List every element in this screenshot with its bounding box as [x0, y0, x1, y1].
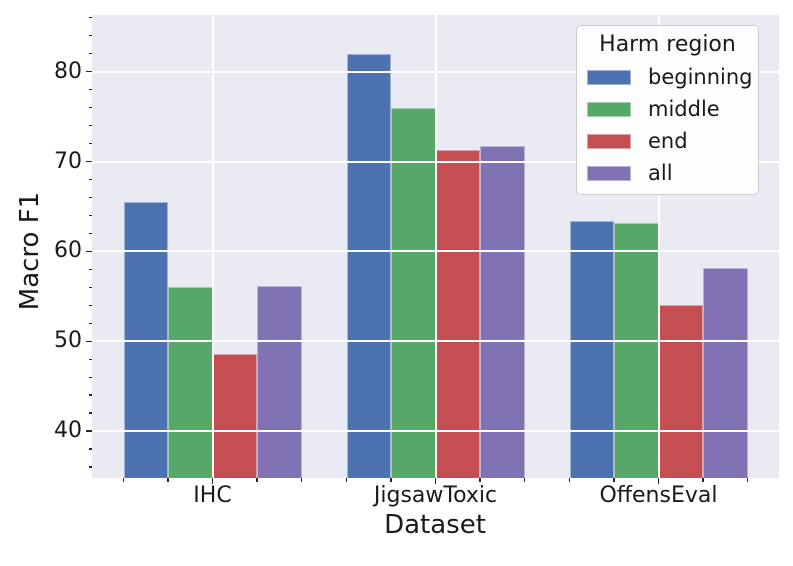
x-minor-tick-0: [122, 478, 125, 482]
y-minor-tick-74: [88, 124, 92, 127]
x-tick-label-IHC: IHC: [193, 483, 232, 508]
bar-end-OffensEval: [658, 304, 703, 478]
y-tick-label-70: 70: [54, 148, 82, 174]
y-tick-60: [86, 250, 92, 253]
legend: Harm region beginning middle end all: [576, 25, 759, 195]
y-minor-tick-84: [88, 34, 92, 37]
legend-swatch-all: [587, 165, 631, 181]
x-minor-tick-9: [523, 478, 526, 482]
x-tick-label-JigsawToxic: JigsawToxic: [373, 483, 498, 508]
x-minor-tick-6: [390, 478, 392, 482]
x-minor-tick-13: [702, 478, 704, 482]
y-tick-40: [86, 430, 92, 433]
x-tick-OffensEval: [657, 478, 660, 484]
legend-label-beginning: beginning: [648, 65, 753, 89]
legend-title: Harm region: [599, 32, 736, 57]
y-minor-tick-46: [88, 376, 92, 379]
bar-all-OffensEval: [703, 267, 748, 478]
y-minor-tick-72: [88, 142, 92, 145]
y-minor-tick-48: [88, 358, 92, 361]
legend-item-all: all: [587, 157, 748, 189]
bar-middle-OffensEval: [614, 222, 659, 478]
y-minor-tick-36: [88, 466, 92, 468]
y-minor-tick-66: [88, 196, 92, 199]
y-tick-label-60: 60: [54, 238, 82, 264]
gridline-x-OffensEval: [657, 15, 660, 478]
x-minor-tick-11: [613, 478, 615, 482]
y-minor-tick-76: [88, 106, 92, 109]
bar-end-IHC: [212, 353, 257, 478]
y-tick-50: [86, 340, 92, 343]
y-tick-label-80: 80: [54, 58, 82, 84]
y-tick-label-40: 40: [54, 418, 82, 444]
legend-label-all: all: [648, 161, 673, 185]
bar-middle-IHC: [168, 286, 213, 478]
legend-swatch-end: [587, 133, 631, 149]
legend-item-middle: middle: [587, 93, 748, 125]
bar-all-JigsawToxic: [480, 146, 525, 478]
x-tick-label-OffensEval: OffensEval: [599, 483, 718, 508]
y-minor-tick-38: [88, 448, 92, 451]
legend-label-end: end: [648, 129, 688, 153]
y-minor-tick-82: [88, 52, 92, 55]
y-minor-tick-54: [88, 304, 92, 307]
bar-middle-JigsawToxic: [391, 107, 436, 478]
bar-end-JigsawToxic: [435, 149, 480, 478]
x-tick-IHC: [211, 478, 214, 484]
y-minor-tick-68: [88, 178, 92, 181]
bar-beginning-JigsawToxic: [346, 53, 391, 478]
legend-label-middle: middle: [648, 97, 720, 121]
y-tick-70: [86, 160, 92, 163]
bar-beginning-OffensEval: [569, 220, 614, 478]
y-minor-tick-52: [88, 322, 92, 325]
x-axis-title: Dataset: [384, 510, 486, 540]
x-minor-tick-5: [345, 478, 348, 482]
y-minor-tick-58: [88, 268, 92, 271]
legend-item-end: end: [587, 125, 748, 157]
x-minor-tick-14: [746, 478, 749, 482]
y-minor-tick-62: [88, 232, 92, 235]
legend-items: beginning middle end all: [587, 61, 753, 189]
legend-swatch-beginning: [587, 69, 631, 85]
y-minor-tick-44: [88, 394, 92, 397]
y-minor-tick-56: [88, 286, 92, 289]
bar-all-IHC: [257, 285, 302, 478]
y-minor-tick-64: [88, 214, 92, 217]
x-minor-tick-10: [568, 478, 571, 482]
x-minor-tick-8: [479, 478, 481, 482]
y-tick-80: [86, 70, 92, 73]
legend-item-beginning: beginning: [587, 61, 753, 93]
x-minor-tick-1: [167, 478, 169, 482]
x-tick-JigsawToxic: [434, 478, 437, 484]
y-minor-tick-86: [88, 16, 92, 19]
y-minor-tick-42: [88, 412, 92, 415]
y-tick-label-50: 50: [54, 328, 82, 354]
gridline-x-IHC: [211, 15, 214, 478]
y-axis-title: Macro F1: [15, 191, 45, 311]
x-minor-tick-3: [256, 478, 258, 482]
legend-swatch-middle: [587, 101, 631, 117]
x-minor-tick-4: [300, 478, 303, 482]
gridline-x-JigsawToxic: [434, 15, 437, 478]
y-minor-tick-78: [88, 88, 92, 91]
